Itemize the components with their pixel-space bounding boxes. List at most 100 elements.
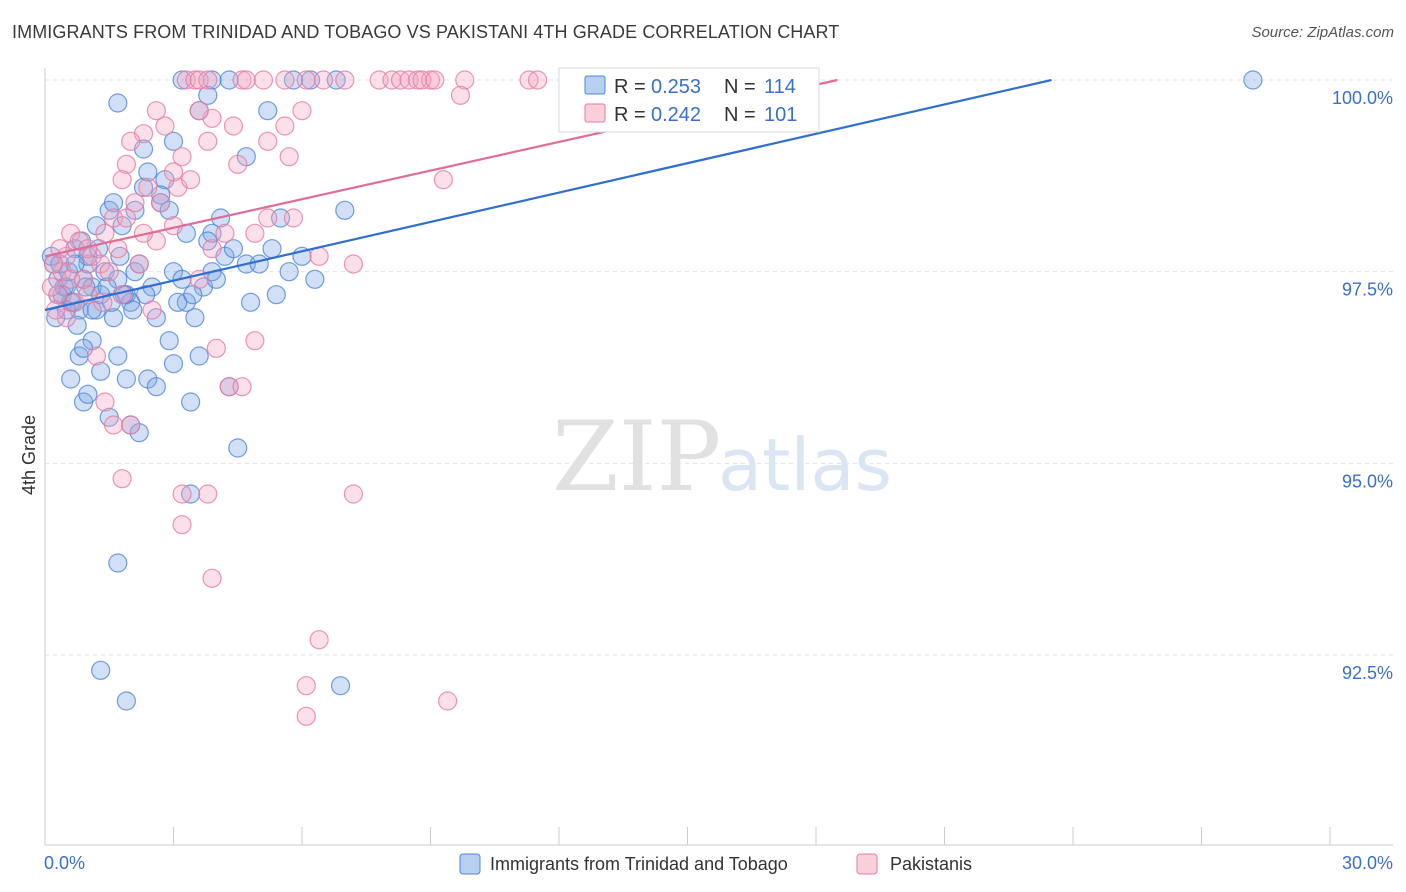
legend-r-label: R = [614,76,646,98]
data-point [206,338,226,358]
data-point [163,162,184,182]
data-point [159,331,179,351]
data-point [343,254,363,274]
data-point [116,154,136,174]
data-point [108,553,128,573]
data-point [155,116,175,136]
data-point [296,676,316,696]
data-point [275,70,295,90]
data-point [245,223,265,243]
legend-n-value-trinidad: 114 [764,76,796,98]
data-point [61,369,81,389]
data-point [438,691,458,711]
data-point [99,262,119,282]
data-point [455,70,475,90]
data-point [146,377,166,397]
data-point [138,162,158,182]
data-point [103,415,124,435]
data-point [258,208,278,228]
legend-r-value-pakistani: 0.242 [651,104,701,126]
data-point [309,246,329,266]
data-point [228,438,248,458]
source-label: Source: ZipAtlas.com [1251,24,1394,41]
data-point [185,308,205,328]
data-point [335,200,355,220]
data-point [313,70,334,90]
data-point [110,246,130,266]
data-point [433,170,453,190]
data-point [343,484,363,504]
data-point [91,361,111,381]
data-point [527,70,548,90]
data-point [215,223,235,243]
data-point [253,70,274,90]
axes [44,68,1393,846]
data-point [262,239,282,259]
data-point [305,269,325,289]
stats-legend: R = 0.253 N = 114 R = 0.242 N = 101 [558,67,820,133]
data-point [58,262,79,282]
data-point [309,630,329,650]
data-point [181,392,201,412]
data-point [279,147,299,167]
data-point [228,154,248,174]
data-point [41,277,62,297]
y-tick-label: 100.0% [1332,88,1393,108]
data-point [275,116,295,136]
data-point [198,131,218,151]
data-point [258,131,278,151]
data-point [189,346,209,366]
data-point [296,70,316,90]
data-point [292,101,312,121]
y-tick-label: 97.5% [1342,280,1393,300]
data-point [168,292,188,312]
series-legend: Immigrants from Trinidad and Tobago Paki… [459,853,972,875]
trend-line-trinidad [44,78,1052,312]
watermark-atlas: atlas [718,423,892,507]
data-point [172,515,192,535]
legend-n-value-pakistani: 101 [764,104,797,126]
data-point [76,277,96,297]
data-point [202,239,222,259]
data-point [91,660,111,680]
y-tick-label: 92.5% [1342,663,1393,683]
data-point [296,706,316,726]
data-point [103,193,124,213]
series-pakistani [41,70,800,726]
data-point [56,308,77,328]
data-point [95,392,115,412]
data-point [146,101,166,121]
y-axis-label: 4th Grade [19,415,39,495]
legend-n-label: N = [724,76,756,98]
legend-label-trinidad: Immigrants from Trinidad and Tobago [490,854,788,874]
chart-title: IMMIGRANTS FROM TRINIDAD AND TOBAGO VS P… [12,22,840,42]
data-point [108,93,128,113]
data-point [151,193,171,213]
legend-swatch-pakistani-bottom [856,853,878,875]
legend-swatch-trinidad [584,75,606,95]
data-point [116,369,136,389]
data-point [172,484,192,504]
data-point [198,70,218,90]
legend-r-label: R = [614,104,646,126]
data-point [67,315,87,335]
data-point [108,346,128,366]
data-point [86,346,107,366]
data-point [241,292,261,312]
data-point [48,285,68,305]
data-point [163,131,184,151]
data-point [138,177,158,197]
data-point [86,300,107,320]
data-point [133,177,154,197]
data-point [335,70,355,90]
data-point [1243,70,1263,90]
data-point [181,170,201,190]
data-point [61,269,81,289]
data-point [163,354,184,374]
data-point [232,377,252,397]
legend-label-pakistani: Pakistanis [890,854,972,874]
data-point [112,469,132,489]
data-point [82,300,102,320]
y-tick-labels: 92.5% 95.0% 97.5% 100.0% [1332,88,1393,683]
